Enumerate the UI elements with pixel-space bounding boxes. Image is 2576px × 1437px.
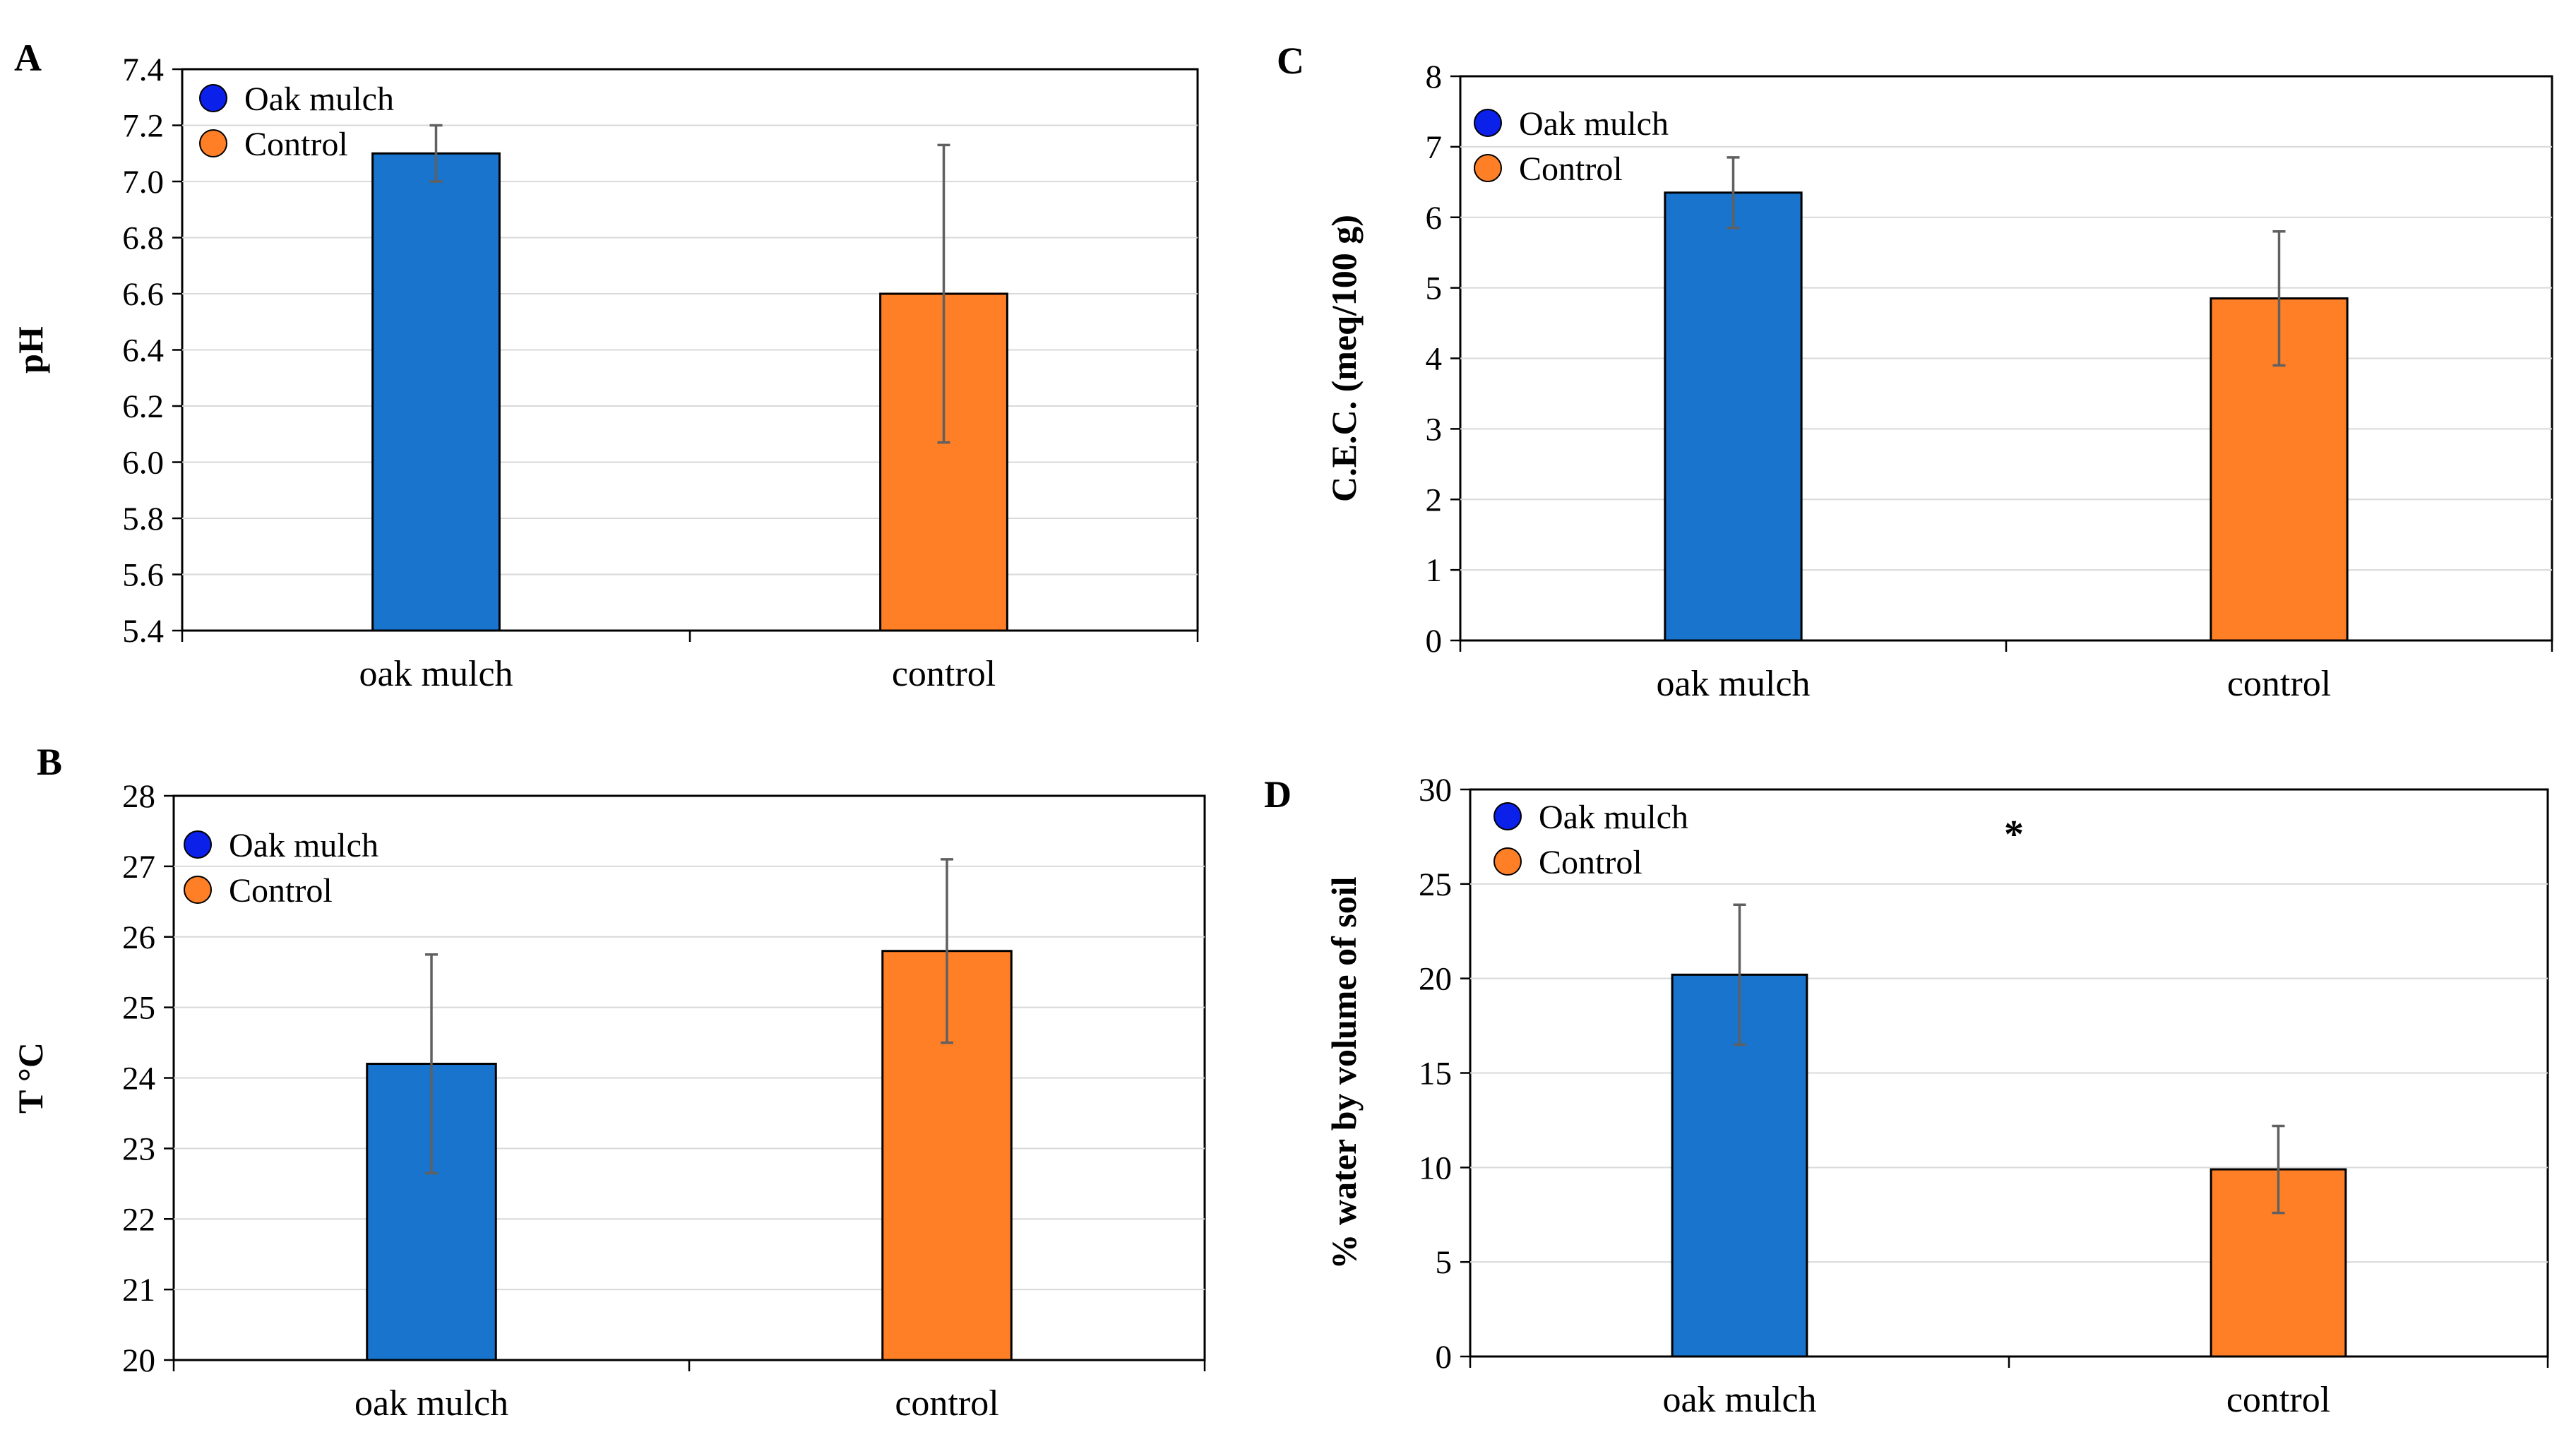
y-tick-label: 7.2: [122, 108, 164, 145]
y-tick-label: 5.6: [122, 557, 164, 594]
legend-marker: [199, 84, 227, 112]
bar-oak-mulch: [1664, 191, 1803, 642]
y-tick-label: 6: [1426, 200, 1443, 237]
legend: Oak mulch Control: [1493, 799, 1688, 881]
error-bar: [429, 124, 443, 183]
error-bar: [425, 953, 438, 1175]
legend-label: Oak mulch: [244, 81, 394, 118]
legend-label: Oak mulch: [1539, 799, 1688, 836]
legend: Oak mulch Control: [1474, 105, 1669, 188]
error-bar: [1727, 156, 1740, 229]
y-tick-label: 5: [1426, 270, 1443, 307]
y-axis-title: pH: [11, 326, 50, 374]
legend-label: Control: [244, 126, 348, 163]
y-tick-label: 2: [1426, 482, 1443, 518]
legend-label: Oak mulch: [229, 827, 378, 864]
y-tick-label: 21: [122, 1272, 155, 1308]
y-tick-label: 5.4: [122, 613, 164, 650]
chart-panel-d: 0 5 10 15 20 25 30 oak mulch control % water by v…: [1264, 772, 2549, 1420]
y-tick-label: 30: [1419, 772, 1452, 809]
y-tick-label: 27: [122, 849, 155, 886]
y-tick-label: 3: [1426, 411, 1443, 448]
y-tick-label: 25: [1419, 866, 1452, 903]
legend: Oak mulch Control: [184, 827, 378, 910]
y-tick-label: 10: [1419, 1150, 1452, 1186]
panel-letter: C: [1277, 40, 1304, 82]
y-tick-label: 5: [1436, 1244, 1453, 1281]
x-category-label: control: [2226, 1380, 2330, 1420]
y-tick-label: 23: [122, 1131, 155, 1167]
legend: Oak mulch Control: [199, 81, 394, 163]
error-bar: [1733, 903, 1746, 1047]
panel-letter: B: [37, 741, 62, 783]
y-tick-label: 28: [122, 778, 155, 815]
y-tick-label: 7.4: [122, 52, 164, 88]
y-axis-title: % water by volume of soil: [1324, 876, 1364, 1269]
significance-marker: *: [2004, 813, 2024, 857]
legend-label: Control: [229, 872, 333, 910]
legend-label: Control: [1539, 844, 1642, 881]
y-tick-label: 6.0: [122, 445, 164, 482]
x-category-label: control: [895, 1383, 998, 1424]
chart-panel-a: 5.4 5.6 5.8 6.0 6.2 6.4 6.6 6.8 7.0 7.2 7.4 oak mul…: [11, 37, 1199, 694]
y-tick-label: 8: [1426, 59, 1443, 95]
y-tick-label: 15: [1419, 1056, 1452, 1092]
y-tick-label: 6.2: [122, 388, 164, 425]
legend-marker: [1493, 847, 1522, 876]
y-tick-label: 7: [1426, 129, 1443, 166]
x-category-label: control: [892, 654, 996, 694]
y-tick-label: 24: [122, 1061, 155, 1097]
legend-marker: [1474, 154, 1502, 182]
y-tick-label: 6.6: [122, 276, 164, 313]
y-tick-label: 22: [122, 1201, 155, 1238]
y-tick-label: 0: [1436, 1339, 1453, 1376]
panel-letter: A: [14, 37, 42, 79]
chart-panel-c: 0 1 2 3 4 5 6 7 8 oak mulch control C.E.C. (meq/100…: [1277, 40, 2553, 704]
panel-letter: D: [1264, 773, 1292, 816]
y-tick-label: 25: [122, 990, 155, 1027]
x-category-label: oak mulch: [354, 1383, 508, 1424]
y-tick-label: 6.8: [122, 220, 164, 257]
y-tick-label: 26: [122, 919, 155, 956]
legend-marker: [184, 830, 212, 859]
x-category-label: oak mulch: [1662, 1380, 1816, 1420]
x-category-label: oak mulch: [1656, 664, 1810, 704]
y-tick-label: 6.4: [122, 333, 164, 369]
y-tick-label: 1: [1426, 552, 1443, 589]
legend-label: Control: [1519, 150, 1623, 188]
bar-oak-mulch: [371, 152, 501, 632]
y-axis-title: T °C: [11, 1042, 50, 1114]
legend-marker: [1474, 109, 1502, 137]
legend-label: Oak mulch: [1519, 105, 1669, 143]
chart-panel-b: 20 21 22 23 24 25 26 27 28 oak mulch control T °C B O…: [11, 741, 1206, 1424]
y-tick-label: 0: [1426, 623, 1443, 660]
y-tick-label: 5.8: [122, 501, 164, 537]
legend-marker: [1493, 802, 1522, 830]
x-category-label: control: [2227, 664, 2331, 704]
error-bar: [937, 143, 950, 444]
x-category-label: oak mulch: [359, 654, 513, 694]
error-bar: [941, 858, 953, 1044]
error-bar: [2272, 1124, 2285, 1215]
y-tick-label: 4: [1426, 341, 1443, 378]
y-tick-label: 20: [1419, 961, 1452, 998]
legend-marker: [199, 129, 227, 157]
error-bar: [2272, 229, 2286, 367]
y-tick-label: 7.0: [122, 164, 164, 201]
y-axis-title: C.E.C. (meq/100 g): [1324, 215, 1364, 502]
y-tick-label: 20: [122, 1342, 155, 1379]
legend-marker: [184, 876, 212, 904]
